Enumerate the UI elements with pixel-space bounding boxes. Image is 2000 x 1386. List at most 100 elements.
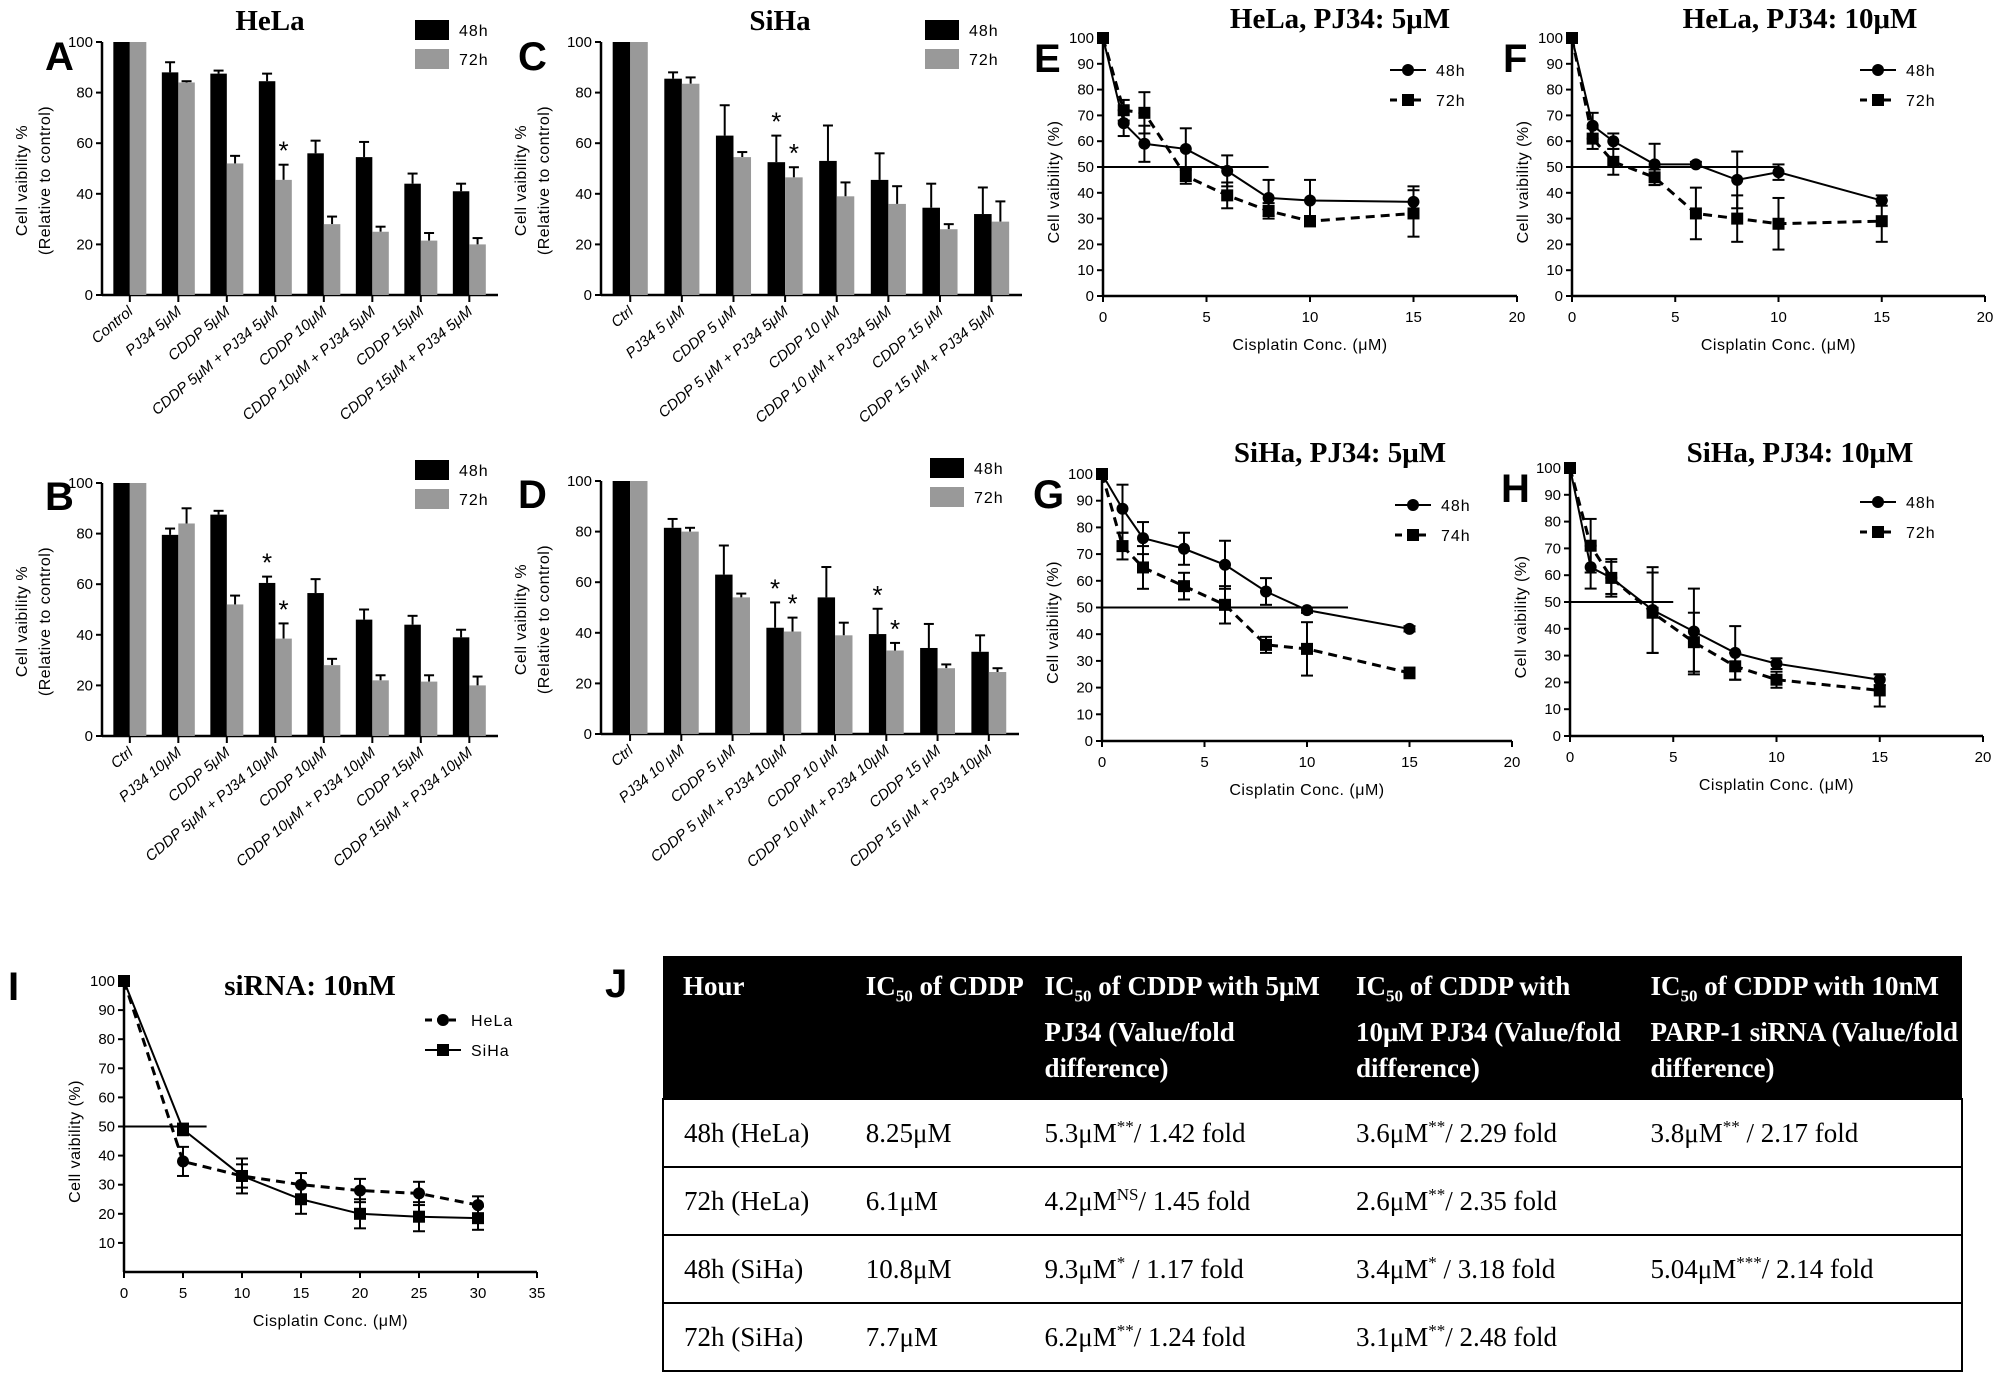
series-line-72h (1568, 467, 1880, 692)
x-tick-label: Ctrl (608, 742, 637, 770)
y-tick-label: 0 (584, 287, 592, 304)
x-tick-label: 15 (1873, 309, 1890, 326)
y-axis-label: Cell vaibility (%) (1515, 121, 1532, 244)
bar-72h (939, 229, 958, 295)
data-point-HeLa (177, 1155, 189, 1168)
y-tick-label: 100 (567, 473, 592, 490)
legend-label: 72h (1436, 93, 1466, 110)
significance-star: * (789, 138, 799, 168)
y-tick-label: 50 (1544, 594, 1561, 611)
cell-text: ** (1722, 1117, 1740, 1137)
data-point-48h (1301, 604, 1313, 617)
x-tick-label: 5 (1202, 309, 1210, 326)
cell-text: 72h (HeLa) (684, 1186, 810, 1217)
chart-title: SiHa (749, 5, 811, 37)
cell-text: 2.6μM (1355, 1186, 1429, 1217)
y-tick-label: 30 (1077, 211, 1094, 228)
bar-48h (664, 78, 682, 295)
x-tick-label: 10 (1302, 309, 1319, 326)
y-tick-label: 60 (76, 576, 93, 593)
table-cell: 72h (HeLa) (662, 1166, 846, 1237)
x-tick-label: Ctrl (608, 303, 637, 331)
x-tick-label: 5 (1671, 309, 1679, 326)
data-point-74h (1116, 540, 1129, 553)
cell-text: / 1.17 fold (1125, 1254, 1244, 1285)
x-tick-label: 25 (411, 1285, 428, 1302)
cell-text: / 1.45 fold (1138, 1186, 1251, 1217)
legend-label: 48h (459, 23, 489, 40)
data-point-72h (1689, 207, 1702, 220)
data-point-72h (1772, 217, 1785, 230)
data-point-48h (1219, 558, 1231, 571)
bar-48h (404, 624, 421, 736)
legend-marker (1407, 499, 1419, 511)
cell-text: ** (1428, 1185, 1446, 1205)
data-point-72h (1097, 32, 1109, 44)
data-point-HeLa (413, 1187, 425, 1200)
significance-star: * (771, 107, 781, 137)
data-point-72h (1646, 606, 1659, 619)
y-tick-label: 80 (76, 85, 93, 102)
bar-48h (612, 42, 631, 295)
panel-b: B 0 20 40 60 80 100 Cell vaibility % (Relative t… (14, 460, 498, 870)
x-tick-label: 20 (1975, 749, 1992, 766)
chart-title: SiHa, PJ34: 5μM (1234, 437, 1446, 469)
data-point-48h (1116, 502, 1129, 515)
legend-swatch-72h (415, 49, 449, 69)
legend-marker (1872, 526, 1884, 538)
legend-swatch-48h (930, 458, 964, 478)
legend-label: 48h (969, 23, 999, 40)
bar-48h (404, 183, 421, 295)
data-point-72h (1566, 32, 1578, 44)
data-point-SiHa (236, 1169, 248, 1182)
y-tick-label: 60 (1077, 133, 1094, 150)
bar-48h (868, 634, 887, 734)
legend-label: 72h (1906, 93, 1936, 110)
data-point-74h (1219, 598, 1231, 611)
bar-72h (785, 177, 803, 295)
x-tick-label: 20 (1977, 309, 1994, 326)
y-tick-label: 20 (76, 236, 93, 253)
data-point-48h (1689, 158, 1702, 171)
x-tick-label: 5 (179, 1285, 187, 1302)
table-cell: 9.3μM* / 1.17 fold (1024, 1234, 1336, 1305)
data-point-SiHa (413, 1210, 425, 1223)
y-tick-label: 100 (1068, 466, 1093, 483)
y-tick-label: 30 (1544, 648, 1561, 665)
data-point-74h (1403, 666, 1416, 679)
cell-text: 3.6μM (1355, 1118, 1429, 1149)
legend-label: 48h (1906, 495, 1936, 512)
data-point-48h (1607, 135, 1620, 148)
y-tick-label: 20 (575, 675, 592, 692)
bar-48h (663, 527, 682, 734)
y-tick-label: 40 (1546, 185, 1563, 202)
legend-label: 48h (974, 461, 1004, 478)
x-tick-label: 10 (1768, 749, 1785, 766)
y-axis-label: Cell vaibility % (14, 566, 31, 677)
header-text: IC (1044, 971, 1075, 1001)
table-cell: 6.1μM (845, 1166, 1025, 1237)
x-tick-label: 15 (1405, 309, 1422, 326)
cell-text: / 1.42 fold (1133, 1118, 1246, 1149)
x-tick-label: 15 (293, 1285, 310, 1302)
x-tick-label: 0 (1098, 754, 1106, 771)
data-point-48h (1772, 166, 1785, 179)
x-tick-label: Ctrl (108, 744, 137, 772)
y-tick-label: 90 (1076, 493, 1093, 510)
y-tick-label: 60 (1544, 567, 1561, 584)
y-tick-label: 10 (1546, 262, 1563, 279)
column-header: IC50 of CDDP with 5μM PJ34 (Value/fold d… (1024, 956, 1336, 1100)
bar-72h (323, 224, 341, 295)
data-point-72h (1117, 104, 1130, 117)
data-point-48h (1731, 173, 1744, 186)
x-tick-label: 35 (529, 1285, 546, 1302)
table-row: 72h (HeLa) 6.1μM 4.2μMNS/ 1.45 fold 2.6μM**… (662, 1166, 1964, 1237)
table-cell: 10.8μM (845, 1234, 1025, 1305)
bar-48h (817, 597, 836, 734)
bar-48h (870, 179, 889, 295)
bar-72h (988, 672, 1007, 734)
legend-marker (1402, 94, 1414, 106)
y-tick-label: 70 (1077, 107, 1094, 124)
bar-72h (783, 631, 802, 734)
data-point-SiHa (295, 1193, 307, 1206)
